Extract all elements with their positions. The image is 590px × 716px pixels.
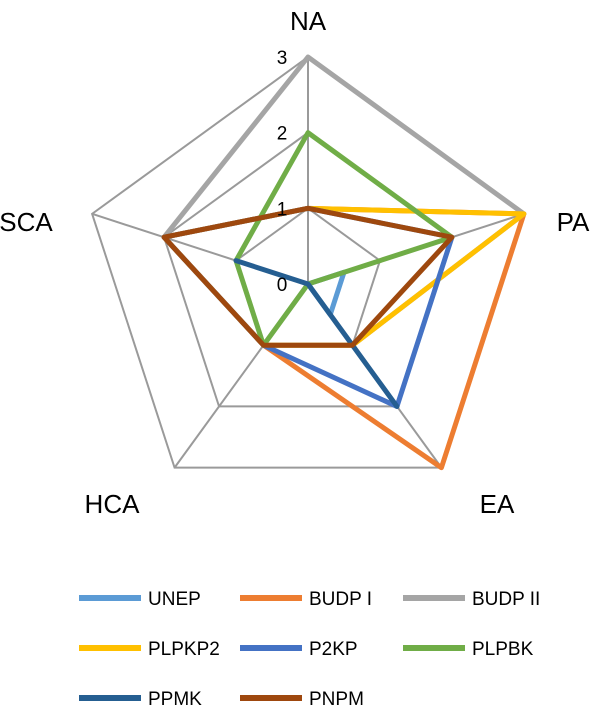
legend-label-plpkp2: PLPKP2 xyxy=(148,639,220,660)
legend: UNEP BUDP I BUDP II PLPKP2 P2KP PLPBK PPMK PNPM xyxy=(79,589,540,710)
tick-label-1: 1 xyxy=(277,199,288,220)
legend-label-plpbk: PLPBK xyxy=(472,639,534,660)
axis-labels: NA PA EA HCA SCA xyxy=(0,6,590,519)
legend-label-budp-i: BUDP I xyxy=(309,589,372,610)
series-ppmk xyxy=(233,258,400,409)
legend-label-p2kp: P2KP xyxy=(309,639,358,660)
legend-label-budp-ii: BUDP II xyxy=(472,589,540,610)
legend-label-ppmk: PPMK xyxy=(148,689,202,710)
tick-label-3: 3 xyxy=(277,48,288,69)
legend-label-unep: UNEP xyxy=(148,589,201,610)
tick-labels: 0 1 2 3 xyxy=(277,48,288,296)
series-pnpm xyxy=(161,205,455,348)
axis-label-ea: EA xyxy=(480,489,515,519)
series-group xyxy=(161,54,527,471)
series-budp-ii xyxy=(161,54,527,348)
axis-label-hca: HCA xyxy=(85,489,141,519)
axis-label-na: NA xyxy=(290,6,327,36)
tick-label-2: 2 xyxy=(277,124,288,145)
legend-label-pnpm: PNPM xyxy=(309,689,364,710)
series-plpbk xyxy=(233,130,455,348)
series-budp-i xyxy=(161,205,527,471)
axis-label-pa: PA xyxy=(557,207,590,237)
axis-label-sca: SCA xyxy=(0,207,53,237)
tick-label-0: 0 xyxy=(277,275,288,296)
